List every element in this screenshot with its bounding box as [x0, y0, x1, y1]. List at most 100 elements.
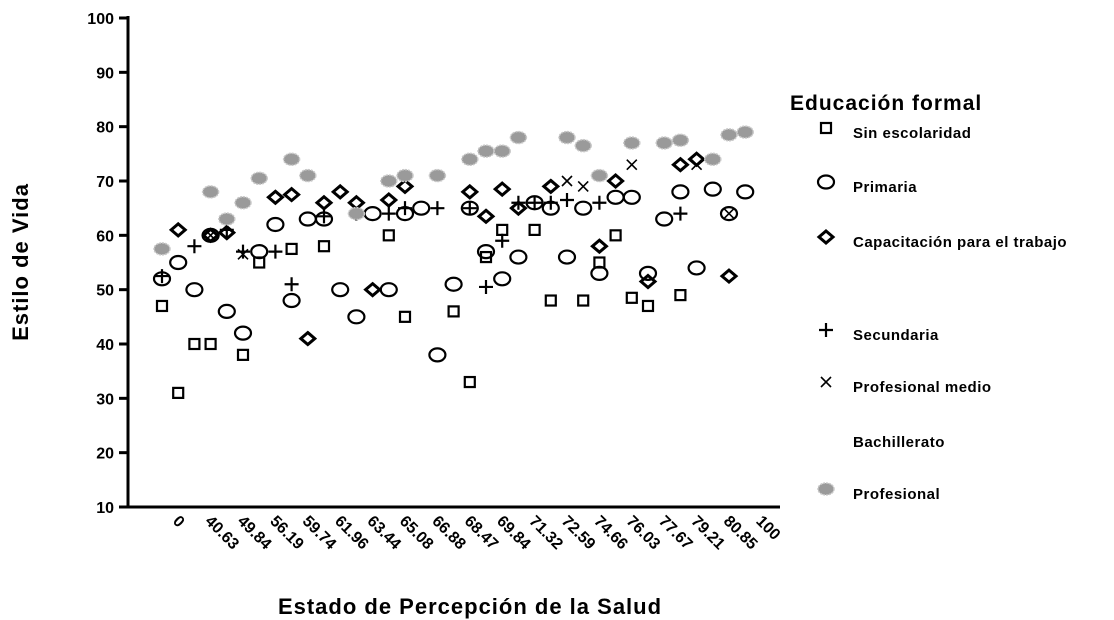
y-tick-label: 60	[96, 228, 114, 245]
point	[544, 294, 557, 307]
y-tick-label: 10	[96, 500, 114, 517]
point	[172, 386, 185, 399]
x-tick-label: 61.96	[331, 513, 371, 553]
point	[363, 206, 382, 222]
point	[590, 265, 609, 281]
point	[412, 200, 431, 216]
point	[398, 201, 412, 216]
point	[671, 133, 690, 147]
point	[527, 195, 542, 210]
point	[720, 128, 738, 142]
point	[282, 186, 301, 203]
point	[590, 168, 609, 183]
point	[314, 194, 334, 211]
point	[558, 130, 576, 145]
x-tick-label: 63.44	[364, 513, 404, 553]
x-tick-label: 72.59	[558, 513, 598, 553]
point	[577, 294, 590, 307]
point	[816, 229, 836, 245]
point	[509, 130, 528, 145]
x-tick-label: 49.84	[234, 513, 274, 553]
legend-marker	[819, 323, 833, 337]
point	[691, 159, 703, 171]
point	[204, 337, 217, 351]
x-tick-label: 74.66	[590, 513, 630, 553]
point	[817, 482, 835, 496]
legend-title: Educación formal	[790, 92, 982, 115]
point	[476, 244, 496, 260]
point	[430, 201, 445, 216]
point	[479, 279, 493, 294]
point	[205, 229, 217, 241]
point	[560, 193, 574, 208]
point	[218, 212, 236, 226]
point	[217, 303, 236, 319]
point	[398, 310, 412, 323]
point	[541, 178, 561, 195]
point	[317, 209, 331, 224]
legend-marker	[819, 121, 833, 135]
point	[460, 183, 480, 200]
point	[395, 178, 415, 195]
y-tick-label: 50	[96, 283, 114, 300]
point	[266, 216, 285, 233]
x-tick-label: 80.85	[720, 513, 760, 553]
x-tick-label: 69.84	[493, 513, 533, 553]
point	[493, 271, 512, 287]
point	[819, 121, 833, 135]
y-tick-label: 90	[96, 65, 114, 82]
legend-marker	[816, 229, 836, 245]
point	[704, 152, 722, 167]
point	[155, 269, 169, 284]
point	[820, 376, 832, 388]
x-tick-label: 56.19	[266, 513, 306, 553]
point	[638, 273, 658, 290]
point	[671, 184, 690, 200]
point	[723, 208, 735, 220]
legend-marker	[820, 376, 832, 388]
y-tick-label: 70	[96, 174, 114, 191]
point	[493, 144, 511, 158]
point	[674, 289, 687, 302]
point	[673, 206, 688, 221]
point	[719, 268, 739, 285]
point	[736, 125, 754, 139]
x-axis-title: Estado de Percepción de la Salud	[278, 594, 662, 619]
point	[719, 206, 739, 222]
point	[592, 195, 607, 210]
point	[461, 152, 479, 167]
point	[236, 348, 250, 361]
point	[477, 144, 495, 158]
point	[462, 201, 477, 216]
legend-marker	[817, 482, 835, 496]
point	[284, 277, 299, 292]
point	[626, 159, 638, 171]
point	[606, 189, 625, 205]
point	[331, 282, 350, 298]
point	[379, 282, 398, 298]
point	[609, 229, 622, 242]
point	[543, 195, 558, 210]
legend-label: Primaria	[853, 179, 918, 196]
x-tick-label: 0	[169, 513, 187, 531]
point	[703, 181, 722, 197]
point	[299, 168, 317, 183]
point	[201, 185, 220, 199]
point	[396, 168, 414, 183]
point	[816, 174, 836, 190]
legend-marker	[816, 174, 836, 190]
point	[463, 375, 476, 389]
point	[638, 265, 658, 281]
x-tick-label: 66.88	[428, 513, 468, 553]
y-tick-label: 30	[96, 391, 114, 408]
point	[687, 151, 706, 168]
y-tick-label: 80	[96, 120, 114, 137]
point	[298, 211, 317, 227]
point	[380, 174, 398, 188]
point	[379, 192, 399, 208]
point	[528, 223, 541, 236]
point	[509, 200, 528, 217]
point	[317, 240, 331, 253]
legend-label: Capacitación para el trabajo	[853, 234, 1068, 251]
